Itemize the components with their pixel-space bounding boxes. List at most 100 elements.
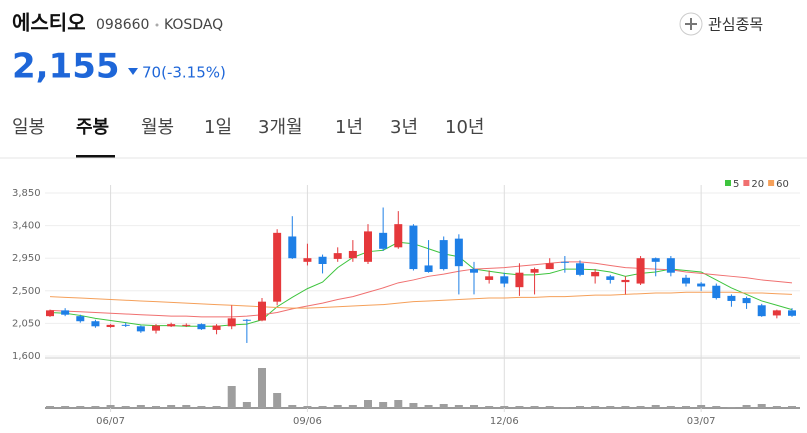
candle-body bbox=[515, 272, 524, 288]
candle-body bbox=[379, 232, 388, 249]
legend-swatch bbox=[768, 180, 775, 186]
candle-body bbox=[333, 253, 342, 259]
tab[interactable]: 3개월 bbox=[258, 117, 303, 138]
volume-bar bbox=[576, 406, 584, 408]
volume-bar bbox=[61, 406, 70, 408]
volume-bar bbox=[348, 405, 357, 408]
ma-line bbox=[49, 241, 793, 327]
stock-code: 098660 bbox=[96, 17, 149, 33]
candle-body bbox=[121, 324, 130, 326]
volume-bar bbox=[379, 402, 388, 408]
candle-body bbox=[576, 263, 584, 275]
tab[interactable]: 1일 bbox=[204, 117, 232, 138]
y-tick-label: 3,850 bbox=[12, 188, 41, 199]
x-tick-label: 03/07 bbox=[687, 416, 716, 427]
candle-body bbox=[394, 224, 403, 248]
volume-bar bbox=[772, 406, 781, 408]
tabs: 일봉 주봉 월봉 1일 3개월 1년 3년 10년 bbox=[12, 117, 484, 158]
candle-body bbox=[61, 310, 70, 315]
volume-bar bbox=[697, 405, 706, 408]
tab[interactable]: 1년 bbox=[335, 117, 363, 138]
volume-bar bbox=[212, 406, 221, 408]
candle-body bbox=[697, 283, 706, 287]
tab[interactable]: 10년 bbox=[445, 117, 484, 138]
candle-body bbox=[76, 316, 85, 322]
candle-body bbox=[409, 225, 418, 270]
candle-body bbox=[439, 240, 448, 270]
candle-body bbox=[91, 321, 100, 327]
candle-body bbox=[757, 305, 766, 317]
volume-bar bbox=[439, 404, 448, 408]
candle-body bbox=[530, 269, 539, 273]
volume-bar bbox=[197, 406, 206, 408]
volume-bar bbox=[560, 407, 569, 408]
candle-body bbox=[621, 279, 630, 283]
candle-body bbox=[273, 232, 282, 302]
volume-bar bbox=[318, 406, 327, 408]
volume-bar bbox=[788, 406, 796, 408]
watch-icon[interactable] bbox=[679, 12, 703, 36]
tab[interactable]: 주봉 bbox=[76, 117, 109, 138]
candle-body bbox=[712, 285, 721, 299]
volume-bar bbox=[470, 405, 478, 408]
volume-bar bbox=[333, 405, 342, 408]
volume-bar bbox=[591, 406, 600, 408]
volume-bar bbox=[76, 406, 85, 408]
candle-body bbox=[227, 318, 236, 327]
watch-button[interactable]: 관심종목 bbox=[708, 16, 763, 34]
y-tick-label: 2,950 bbox=[12, 253, 41, 264]
volume-bar bbox=[288, 405, 297, 408]
volume-bar bbox=[500, 406, 509, 408]
candle-body bbox=[727, 295, 736, 301]
candle-body bbox=[636, 258, 645, 284]
candle-body bbox=[258, 301, 266, 321]
y-tick-label: 3,400 bbox=[12, 221, 41, 232]
candle-body bbox=[591, 271, 600, 277]
down-arrow bbox=[128, 68, 138, 75]
volume-bar bbox=[606, 406, 615, 408]
volume-bar bbox=[485, 406, 494, 408]
volume-bar bbox=[742, 405, 751, 408]
tab[interactable]: 일봉 bbox=[12, 117, 45, 138]
price: 2,155 bbox=[12, 47, 120, 87]
candle-body bbox=[772, 310, 781, 316]
candle-body bbox=[152, 325, 160, 331]
candle-body bbox=[197, 324, 206, 330]
volume-bar bbox=[303, 406, 312, 408]
y-tick-label: 2,050 bbox=[12, 318, 41, 329]
volume-bar bbox=[227, 386, 236, 408]
volume-bar bbox=[757, 404, 766, 408]
candle-body bbox=[742, 298, 751, 304]
candle-body bbox=[560, 261, 569, 263]
tab-underline bbox=[76, 155, 115, 158]
volume-bar bbox=[454, 405, 463, 408]
volume-bar bbox=[242, 402, 251, 408]
volume-bar bbox=[712, 406, 721, 408]
ma-line bbox=[49, 291, 793, 309]
volume-bar bbox=[409, 403, 418, 408]
volume-bar bbox=[727, 407, 736, 408]
volume-bar bbox=[46, 406, 54, 408]
volume-bar bbox=[136, 405, 145, 408]
volume-bar bbox=[106, 405, 115, 408]
tab[interactable]: 월봉 bbox=[141, 117, 174, 138]
x-tick-label: 12/06 bbox=[490, 416, 519, 427]
volume-bar bbox=[666, 406, 675, 408]
legend-label: 5 bbox=[733, 179, 739, 190]
candle-body bbox=[167, 324, 176, 327]
candle-body bbox=[303, 258, 312, 262]
tab[interactable]: 3년 bbox=[390, 117, 418, 138]
legend-label: 60 bbox=[776, 179, 789, 190]
candle-body bbox=[788, 310, 796, 316]
volume-bar bbox=[424, 405, 433, 408]
stock-name: 에스티오 bbox=[12, 11, 86, 35]
candle-body bbox=[182, 324, 191, 326]
candle-body bbox=[606, 276, 615, 280]
dot bbox=[155, 23, 159, 27]
volume-bar bbox=[273, 393, 282, 408]
volume-bar bbox=[91, 406, 100, 408]
y-tick-label: 2,500 bbox=[12, 286, 41, 297]
volume-bar bbox=[364, 400, 372, 408]
